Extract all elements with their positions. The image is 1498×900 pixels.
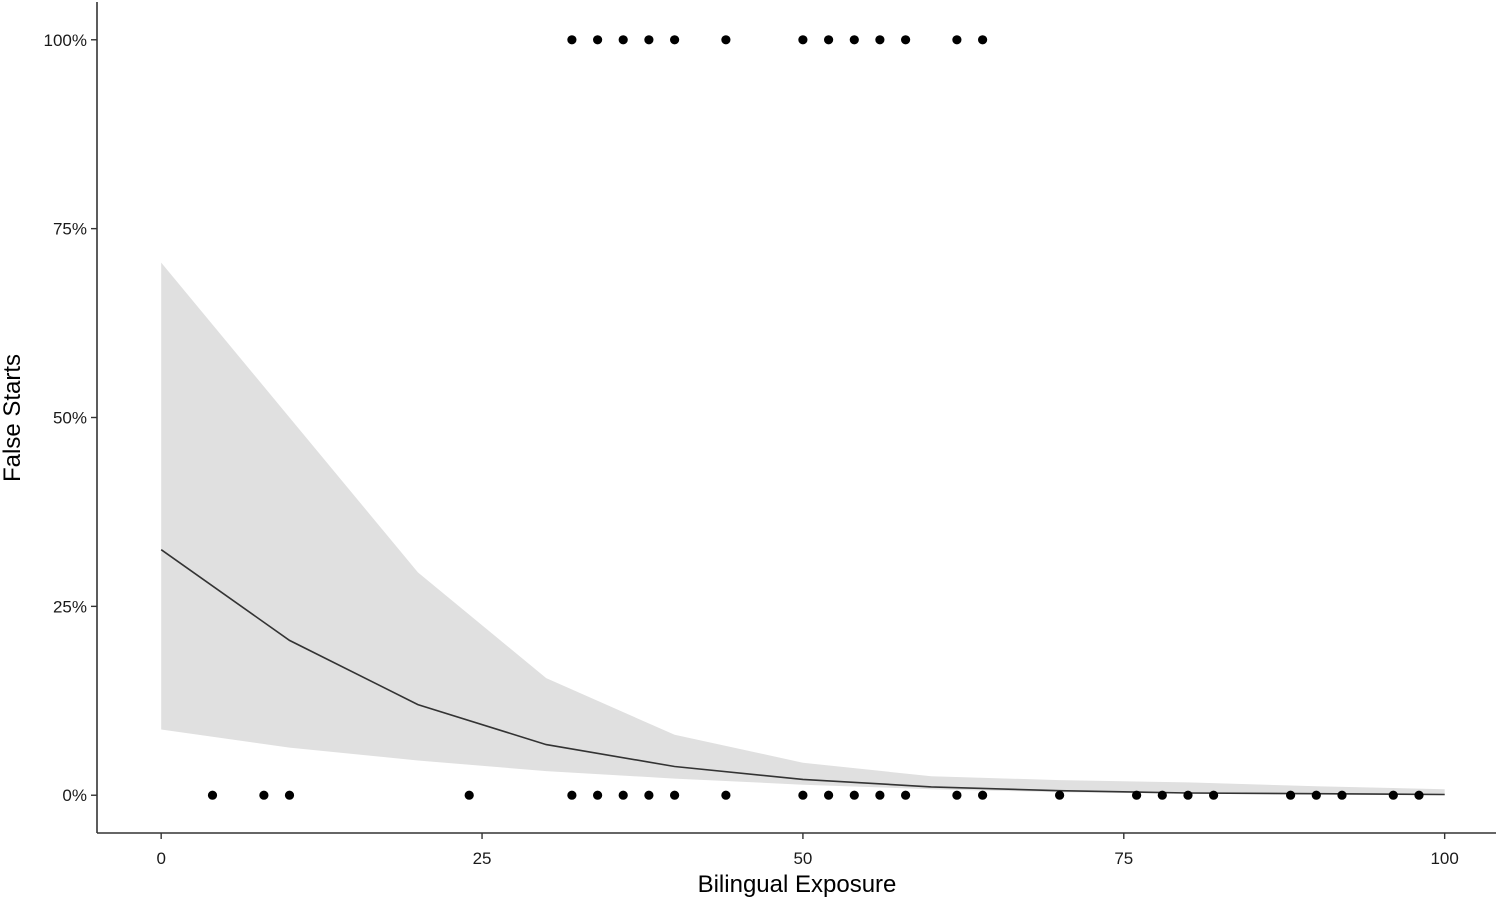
data-point-100: [978, 35, 988, 45]
axes-layer: 0 25 50 75 100 0% 25% 50% 75% 100%: [44, 2, 1496, 868]
data-point-100: [824, 35, 834, 45]
data-points-layer: [207, 35, 1424, 800]
data-point-0: [1388, 790, 1398, 800]
data-point-0: [284, 790, 295, 800]
y-axis-title: False Starts: [0, 354, 26, 482]
data-point-0: [1132, 790, 1142, 800]
data-point-100: [721, 35, 731, 45]
data-point-0: [644, 790, 654, 800]
data-point-0: [978, 790, 988, 800]
data-point-0: [618, 790, 628, 800]
y-tick-label: 100%: [44, 31, 87, 50]
x-axis-title: Bilingual Exposure: [698, 871, 897, 898]
x-tick-label: 0: [156, 849, 165, 868]
y-tick-label: 25%: [53, 597, 87, 616]
data-point-0: [1157, 790, 1167, 800]
x-tick-label: 75: [1114, 849, 1133, 868]
data-point-0: [1183, 790, 1193, 800]
data-point-100: [618, 35, 628, 45]
x-tick-label: 25: [473, 849, 492, 868]
data-point-0: [259, 790, 269, 800]
data-point-0: [849, 790, 859, 800]
data-point-100: [670, 35, 680, 45]
data-point-100: [798, 35, 808, 45]
y-tick-label: 75%: [53, 220, 87, 239]
data-point-0: [207, 790, 218, 800]
data-point-100: [567, 35, 577, 45]
data-point-100: [849, 35, 859, 45]
data-point-0: [901, 790, 911, 800]
fit-line: [160, 549, 1445, 796]
data-point-100: [875, 35, 885, 45]
data-point-0: [464, 790, 474, 800]
confidence-ribbon: [161, 262, 1445, 796]
y-tick-label: 50%: [53, 409, 87, 428]
data-point-100: [901, 35, 911, 45]
data-point-0: [1337, 790, 1347, 800]
data-point-0: [567, 790, 577, 800]
data-point-0: [1209, 790, 1219, 800]
fit-line-layer: [160, 549, 1445, 796]
data-point-0: [798, 790, 808, 800]
data-point-0: [1311, 790, 1321, 800]
data-point-0: [721, 790, 731, 800]
confidence-ribbon-layer: [161, 262, 1445, 796]
data-point-0: [952, 790, 962, 800]
data-point-100: [644, 35, 654, 45]
y-tick-label: 0%: [62, 786, 87, 805]
data-point-0: [670, 790, 680, 800]
data-point-100: [952, 35, 962, 45]
x-tick-label: 100: [1430, 849, 1458, 868]
data-point-0: [1286, 790, 1296, 800]
data-point-0: [593, 790, 603, 800]
data-point-100: [593, 35, 603, 45]
data-point-0: [824, 790, 834, 800]
x-tick-label: 50: [793, 849, 812, 868]
data-point-0: [1414, 790, 1424, 800]
data-point-0: [1055, 790, 1065, 800]
data-point-0: [875, 790, 885, 800]
